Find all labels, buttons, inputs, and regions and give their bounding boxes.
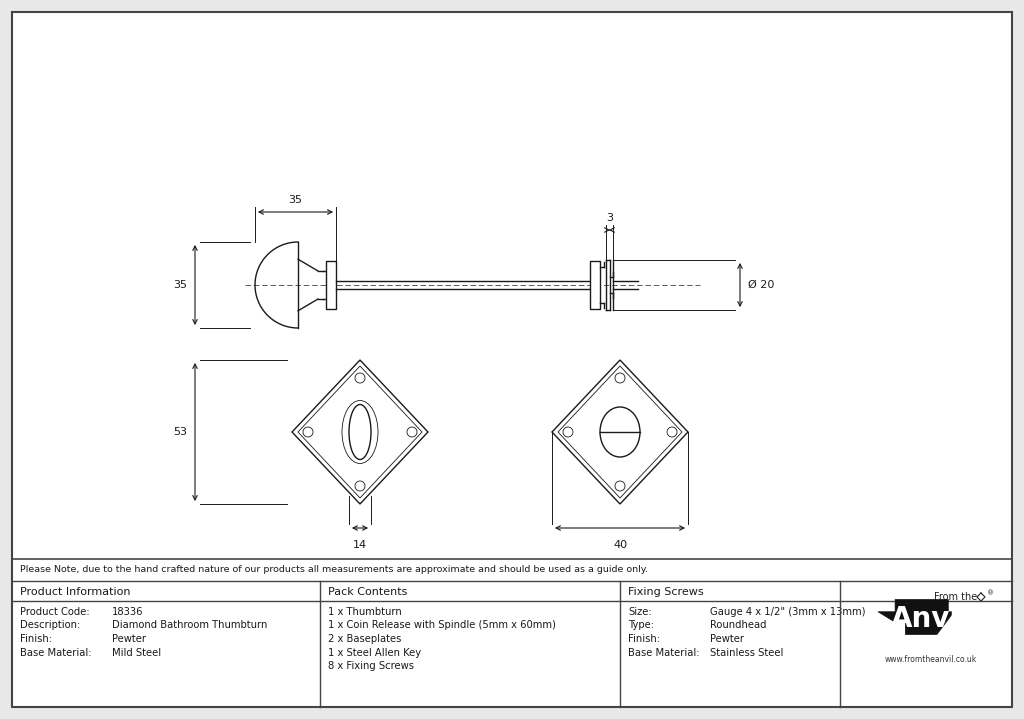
Bar (590, 261, 600, 309)
Text: Finish:: Finish: (20, 634, 52, 644)
Text: Pewter: Pewter (112, 634, 146, 644)
Text: 3: 3 (606, 213, 613, 223)
Text: Finish:: Finish: (628, 634, 660, 644)
Text: 8 x Fixing Screws: 8 x Fixing Screws (328, 661, 414, 671)
Text: Please Note, due to the hand crafted nature of our products all measurements are: Please Note, due to the hand crafted nat… (20, 565, 648, 574)
Text: Roundhead: Roundhead (710, 620, 767, 631)
Text: 35: 35 (173, 280, 187, 290)
Text: Anvil: Anvil (891, 605, 970, 633)
Text: Fixing Screws: Fixing Screws (628, 587, 703, 597)
Text: 2 x Baseplates: 2 x Baseplates (328, 634, 401, 644)
Text: 14: 14 (353, 540, 367, 550)
Text: Pewter: Pewter (710, 634, 744, 644)
Text: Pack Contents: Pack Contents (328, 587, 408, 597)
Text: Base Material:: Base Material: (628, 648, 699, 657)
Text: Gauge 4 x 1/2" (3mm x 13mm): Gauge 4 x 1/2" (3mm x 13mm) (710, 607, 865, 617)
Text: Ø 20: Ø 20 (748, 280, 774, 290)
Text: 53: 53 (173, 427, 187, 437)
Bar (326, 261, 336, 309)
Text: Product Information: Product Information (20, 587, 130, 597)
Text: 1 x Coin Release with Spindle (5mm x 60mm): 1 x Coin Release with Spindle (5mm x 60m… (328, 620, 556, 631)
Text: www.fromtheanvil.co.uk: www.fromtheanvil.co.uk (885, 654, 977, 664)
Polygon shape (878, 600, 954, 634)
Text: 40: 40 (613, 540, 627, 550)
Text: From the: From the (934, 592, 977, 602)
Text: 1 x Thumbturn: 1 x Thumbturn (328, 607, 401, 617)
Text: Product Code:: Product Code: (20, 607, 90, 617)
Text: ®: ® (987, 590, 994, 596)
Text: 35: 35 (289, 195, 302, 205)
Text: Size:: Size: (628, 607, 651, 617)
Text: 18336: 18336 (112, 607, 143, 617)
Text: Description:: Description: (20, 620, 80, 631)
Text: Stainless Steel: Stainless Steel (710, 648, 783, 657)
Text: Diamond Bathroom Thumbturn: Diamond Bathroom Thumbturn (112, 620, 267, 631)
Text: 1 x Steel Allen Key: 1 x Steel Allen Key (328, 648, 421, 657)
Text: Base Material:: Base Material: (20, 648, 91, 657)
Text: Mild Steel: Mild Steel (112, 648, 161, 657)
Text: Type:: Type: (628, 620, 654, 631)
